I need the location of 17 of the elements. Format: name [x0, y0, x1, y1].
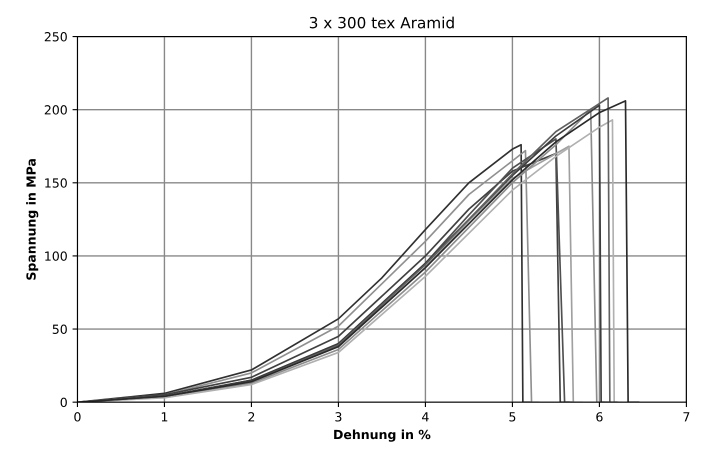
x-tick-label: 5: [509, 412, 516, 422]
y-axis-title: Spannung in MPa: [26, 159, 38, 280]
x-tick-label: 3: [335, 412, 342, 422]
y-tick-label: 0: [60, 398, 67, 408]
x-tick-label: 2: [248, 412, 254, 422]
x-tick-label: 0: [74, 412, 81, 422]
y-tick-label: 250: [44, 32, 67, 42]
x-tick-label: 6: [596, 412, 603, 422]
x-tick-label: 1: [162, 412, 168, 422]
y-tick-label: 100: [45, 251, 67, 261]
y-tick-label: 150: [45, 178, 67, 188]
y-tick-label: 200: [44, 105, 67, 115]
chart-title: 3 x 300 tex Aramid: [310, 16, 454, 28]
x-tick-label: 4: [422, 412, 429, 422]
y-tick-label: 50: [52, 324, 67, 334]
x-tick-label: 7: [683, 412, 690, 422]
x-axis-title: Dehnung in %: [334, 430, 430, 442]
